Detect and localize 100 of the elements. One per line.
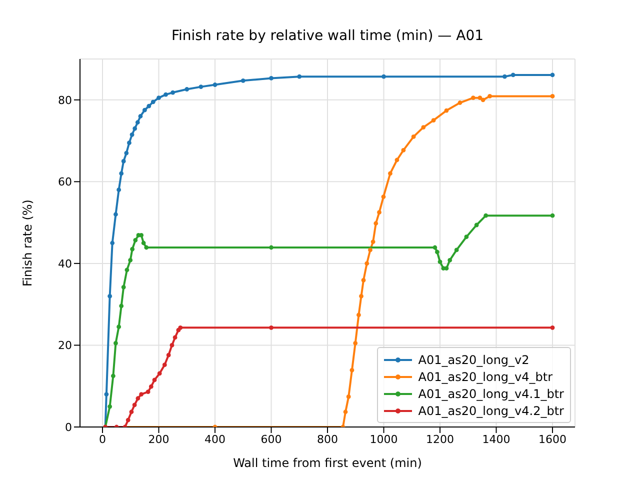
point (139, 392, 144, 396)
point (488, 94, 492, 98)
point (138, 114, 143, 118)
point (136, 396, 140, 401)
point (110, 374, 116, 378)
x-tick-label: 400 (204, 432, 226, 446)
point (166, 352, 171, 358)
point (162, 362, 167, 368)
legend-label: A01_as20_long_v4.2_btr (418, 404, 564, 418)
point (104, 392, 109, 396)
point (444, 266, 449, 271)
point (454, 248, 459, 252)
point (484, 213, 488, 218)
point (132, 126, 138, 131)
point (114, 340, 118, 346)
point (130, 132, 134, 137)
point (297, 74, 302, 79)
point (464, 234, 469, 240)
point (146, 390, 150, 394)
y-tick-label: 80 (58, 94, 72, 107)
point (550, 325, 555, 330)
point (116, 324, 122, 330)
point (448, 258, 452, 262)
point (370, 240, 376, 244)
point (353, 340, 358, 346)
point (510, 72, 516, 78)
point (377, 210, 382, 215)
x-tick-label: 800 (317, 432, 338, 446)
point (198, 84, 204, 90)
point (444, 108, 449, 113)
x-tick-label: 1600 (538, 432, 566, 446)
point (550, 72, 555, 78)
point (126, 418, 130, 422)
x-tick-label: 1400 (482, 432, 510, 446)
point (401, 148, 406, 152)
point (381, 194, 386, 199)
y-tick-label: 0 (65, 420, 72, 434)
point (470, 96, 476, 100)
point (164, 92, 168, 97)
point (121, 284, 126, 290)
point (114, 212, 118, 217)
x-axis-title: Wall time from first event (min) (233, 456, 422, 470)
chart-title: Finish rate by relative wall time (min) — A01 (170, 28, 485, 44)
point (432, 245, 438, 250)
point (364, 261, 370, 266)
x-tick-label: 1000 (370, 432, 398, 446)
point (356, 312, 361, 318)
point (121, 159, 126, 164)
point (359, 294, 364, 298)
point (550, 213, 555, 218)
point (133, 238, 138, 242)
y-tick-label: 60 (58, 176, 72, 189)
point (434, 250, 440, 254)
legend-label: A01_as20_long_v2 (418, 352, 530, 366)
point (421, 125, 426, 130)
point (132, 402, 137, 408)
point (184, 87, 190, 92)
point (141, 240, 146, 246)
point (269, 325, 274, 330)
point (170, 90, 176, 95)
point (343, 410, 348, 414)
point (474, 222, 479, 228)
point (411, 134, 416, 139)
x-tick-label: 1200 (426, 432, 454, 446)
point (431, 118, 436, 123)
x-tick-label: 0 (99, 432, 106, 446)
x-tick-label: 600 (260, 432, 282, 446)
point (361, 278, 366, 282)
point (394, 158, 400, 162)
legend-label: A01_as20_long_v4_btr (418, 370, 553, 384)
point (144, 245, 149, 250)
point (129, 410, 134, 414)
point (148, 384, 154, 389)
point (550, 94, 555, 98)
point (374, 221, 378, 226)
point (152, 378, 157, 382)
point (212, 82, 218, 87)
point (108, 404, 112, 409)
point (116, 188, 122, 192)
point (269, 245, 274, 250)
point (128, 258, 133, 262)
point (156, 96, 161, 100)
point (438, 260, 442, 264)
point (382, 74, 386, 79)
point (130, 246, 135, 252)
point (240, 78, 246, 83)
point (135, 120, 140, 125)
point (142, 108, 147, 112)
point (269, 76, 274, 80)
point (119, 304, 124, 308)
point (110, 240, 115, 246)
x-tick-label: 200 (148, 432, 170, 446)
point (388, 171, 392, 176)
point (172, 335, 178, 340)
y-tick-label: 20 (58, 339, 72, 352)
point (157, 371, 162, 376)
legend-label: A01_as20_long_v4.1_btr (418, 386, 564, 400)
point (124, 268, 130, 272)
point (350, 368, 354, 372)
point (146, 104, 152, 108)
